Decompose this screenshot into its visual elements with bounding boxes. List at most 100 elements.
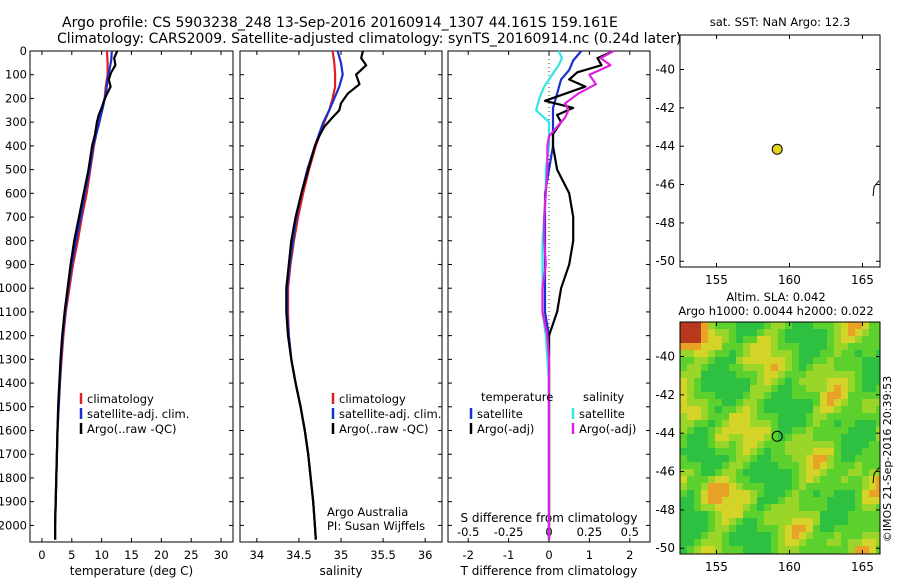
heatmap-cell: [757, 434, 765, 442]
heatmap-cell: [722, 364, 730, 372]
s-diff-tick-label: -0.5: [457, 525, 479, 539]
heatmap-cell: [778, 406, 786, 414]
heatmap-cell: [820, 357, 828, 365]
heatmap-cells: [680, 322, 880, 554]
heatmap-cell: [757, 525, 765, 533]
heatmap-cell: [827, 434, 835, 442]
heatmap-cell: [785, 483, 793, 491]
heatmap-cell: [708, 420, 716, 428]
heatmap-cell: [729, 469, 737, 477]
heatmap-cell: [792, 392, 800, 400]
heatmap-cell: [757, 406, 765, 414]
heatmap-cell: [771, 462, 779, 470]
heatmap-cell: [757, 504, 765, 512]
heatmap-cell: [757, 385, 765, 393]
heatmap-cell: [813, 385, 821, 393]
heatmap-cell: [701, 441, 709, 449]
heatmap-cell: [757, 539, 765, 547]
heatmap-cell: [729, 441, 737, 449]
heatmap-cell: [778, 329, 786, 337]
heatmap-cell: [820, 413, 828, 421]
heatmap-cell: [799, 336, 807, 344]
heatmap-cell: [687, 511, 695, 519]
heatmap-cell: [848, 364, 856, 372]
heatmap-cell: [834, 371, 842, 379]
legend-entry: Argo(-adj): [477, 422, 534, 436]
argo-position-marker: [771, 143, 783, 155]
heatmap-cell: [806, 357, 814, 365]
heatmap-cell: [750, 427, 758, 435]
legend-entry: Argo(..raw -QC): [339, 422, 429, 436]
heatmap-cell: [729, 427, 737, 435]
x-tick-label: 36: [418, 548, 433, 562]
heatmap-cell: [792, 399, 800, 407]
heatmap-cell: [792, 406, 800, 414]
heatmap-cell: [785, 371, 793, 379]
heatmap-cell: [694, 392, 702, 400]
heatmap-cell: [778, 511, 786, 519]
heatmap-cell: [862, 483, 870, 491]
legend-entry: satellite: [477, 407, 523, 421]
heatmap-cell: [820, 385, 828, 393]
heatmap-cell: [855, 420, 863, 428]
heatmap-cell: [827, 329, 835, 337]
heatmap-cell: [743, 462, 751, 470]
heatmap-cell: [820, 476, 828, 484]
heatmap-cell: [687, 434, 695, 442]
heatmap-cell: [722, 448, 730, 456]
lat-tick-label: -48: [655, 216, 675, 230]
heatmap-cell: [855, 392, 863, 400]
heatmap-cell: [876, 406, 880, 414]
heatmap-cell: [715, 392, 723, 400]
heatmap-cell: [869, 483, 877, 491]
heatmap-cell: [785, 518, 793, 526]
heatmap-cell: [680, 483, 688, 491]
heatmap-cell: [806, 483, 814, 491]
heatmap-cell: [729, 392, 737, 400]
heatmap-cell: [834, 525, 842, 533]
heatmap-cell: [862, 511, 870, 519]
heatmap-cell: [715, 420, 723, 428]
heatmap-cell: [750, 371, 758, 379]
heatmap-cell: [869, 371, 877, 379]
heatmap-cell: [876, 483, 880, 491]
heatmap-cell: [715, 483, 723, 491]
heatmap-cell: [687, 504, 695, 512]
heatmap-cell: [841, 525, 849, 533]
heatmap-cell: [687, 420, 695, 428]
heatmap-cell: [869, 546, 877, 554]
heatmap-cell: [757, 518, 765, 526]
heatmap-cell: [750, 357, 758, 365]
heatmap-cell: [722, 532, 730, 540]
depth-tick-label: 1700: [0, 447, 27, 461]
heatmap-cell: [694, 490, 702, 498]
heatmap-cell: [841, 532, 849, 540]
heatmap-cell: [834, 364, 842, 372]
depth-tick-label: 500: [5, 163, 27, 177]
heatmap-cell: [694, 350, 702, 358]
heatmap-cell: [743, 385, 751, 393]
heatmap-cell: [694, 413, 702, 421]
heatmap-cell: [855, 364, 863, 372]
heatmap-cell: [778, 532, 786, 540]
heatmap-cell: [743, 357, 751, 365]
heatmap-cell: [806, 511, 814, 519]
heatmap-cell: [820, 392, 828, 400]
heatmap-cell: [806, 413, 814, 421]
heatmap-cell: [694, 546, 702, 554]
heatmap-cell: [869, 406, 877, 414]
heatmap-cell: [806, 329, 814, 337]
heatmap-cell: [764, 357, 772, 365]
heatmap-cell: [729, 357, 737, 365]
heatmap-cell: [757, 378, 765, 386]
heatmap-cell: [687, 525, 695, 533]
lat-tick-label: -44: [655, 426, 675, 440]
heatmap-cell: [680, 511, 688, 519]
heatmap-cell: [736, 322, 744, 330]
heatmap-cell: [862, 357, 870, 365]
heatmap-cell: [687, 441, 695, 449]
heatmap-cell: [757, 364, 765, 372]
heatmap-cell: [715, 490, 723, 498]
heatmap-cell: [701, 420, 709, 428]
heatmap-cell: [694, 364, 702, 372]
